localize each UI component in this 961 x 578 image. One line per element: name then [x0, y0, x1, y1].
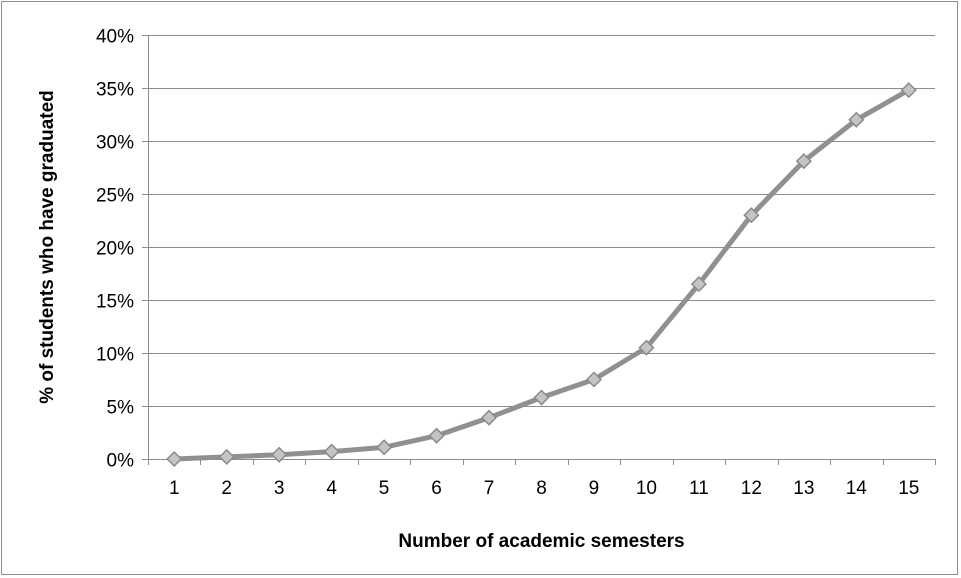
x-tick-label: 1: [169, 478, 180, 499]
data-point: [218, 448, 235, 465]
y-tick-label: 25%: [96, 186, 134, 207]
data-point: [323, 443, 340, 460]
data-point: [795, 153, 812, 170]
x-tick-label: 15: [898, 478, 919, 499]
x-tick-label: 3: [274, 478, 285, 499]
data-point: [585, 371, 603, 388]
data-point: [271, 446, 288, 463]
x-axis-title: Number of academic semesters: [398, 531, 684, 552]
gridlines: [148, 35, 935, 407]
y-tick-label: 0%: [107, 451, 135, 472]
data-point: [638, 339, 655, 356]
y-tick-label: 30%: [96, 133, 134, 154]
x-tick-labels: 1 2 3 4 5 6 7 8 9 10 11 12 13 14 15: [169, 478, 919, 499]
x-tick-label: 13: [793, 478, 814, 499]
x-tick-label: 4: [326, 478, 337, 499]
x-tick-label: 8: [536, 478, 547, 499]
x-tick-label: 2: [221, 478, 232, 499]
data-point: [743, 207, 760, 224]
y-tick-labels: 0% 5% 10% 15% 20% 25% 30% 35% 40%: [96, 27, 134, 472]
y-tick-label: 10%: [96, 345, 134, 366]
x-tick-label: 14: [846, 478, 868, 499]
y-axis-title: % of students who have graduated: [37, 90, 58, 404]
data-point: [376, 439, 393, 456]
x-tick-label: 7: [484, 478, 495, 499]
data-point: [428, 427, 445, 444]
y-tick-label: 5%: [107, 398, 135, 419]
data-point: [848, 111, 865, 128]
y-tick-label: 15%: [96, 292, 134, 313]
x-tick-label: 6: [431, 478, 442, 499]
y-tick-label: 40%: [96, 27, 134, 48]
x-tick-label: 5: [379, 478, 390, 499]
data-point: [166, 450, 183, 468]
y-tick-label: 20%: [96, 239, 134, 260]
x-tick-label: 10: [636, 478, 657, 499]
x-tick-label: 11: [689, 478, 709, 499]
data-point: [480, 409, 498, 426]
series-layer: [166, 82, 917, 468]
y-tick-label: 35%: [96, 80, 134, 101]
x-tick-label: 9: [589, 478, 600, 499]
data-point: [533, 389, 550, 406]
x-tick-label: 12: [741, 478, 762, 499]
data-point: [900, 82, 917, 99]
data-point: [690, 276, 707, 293]
